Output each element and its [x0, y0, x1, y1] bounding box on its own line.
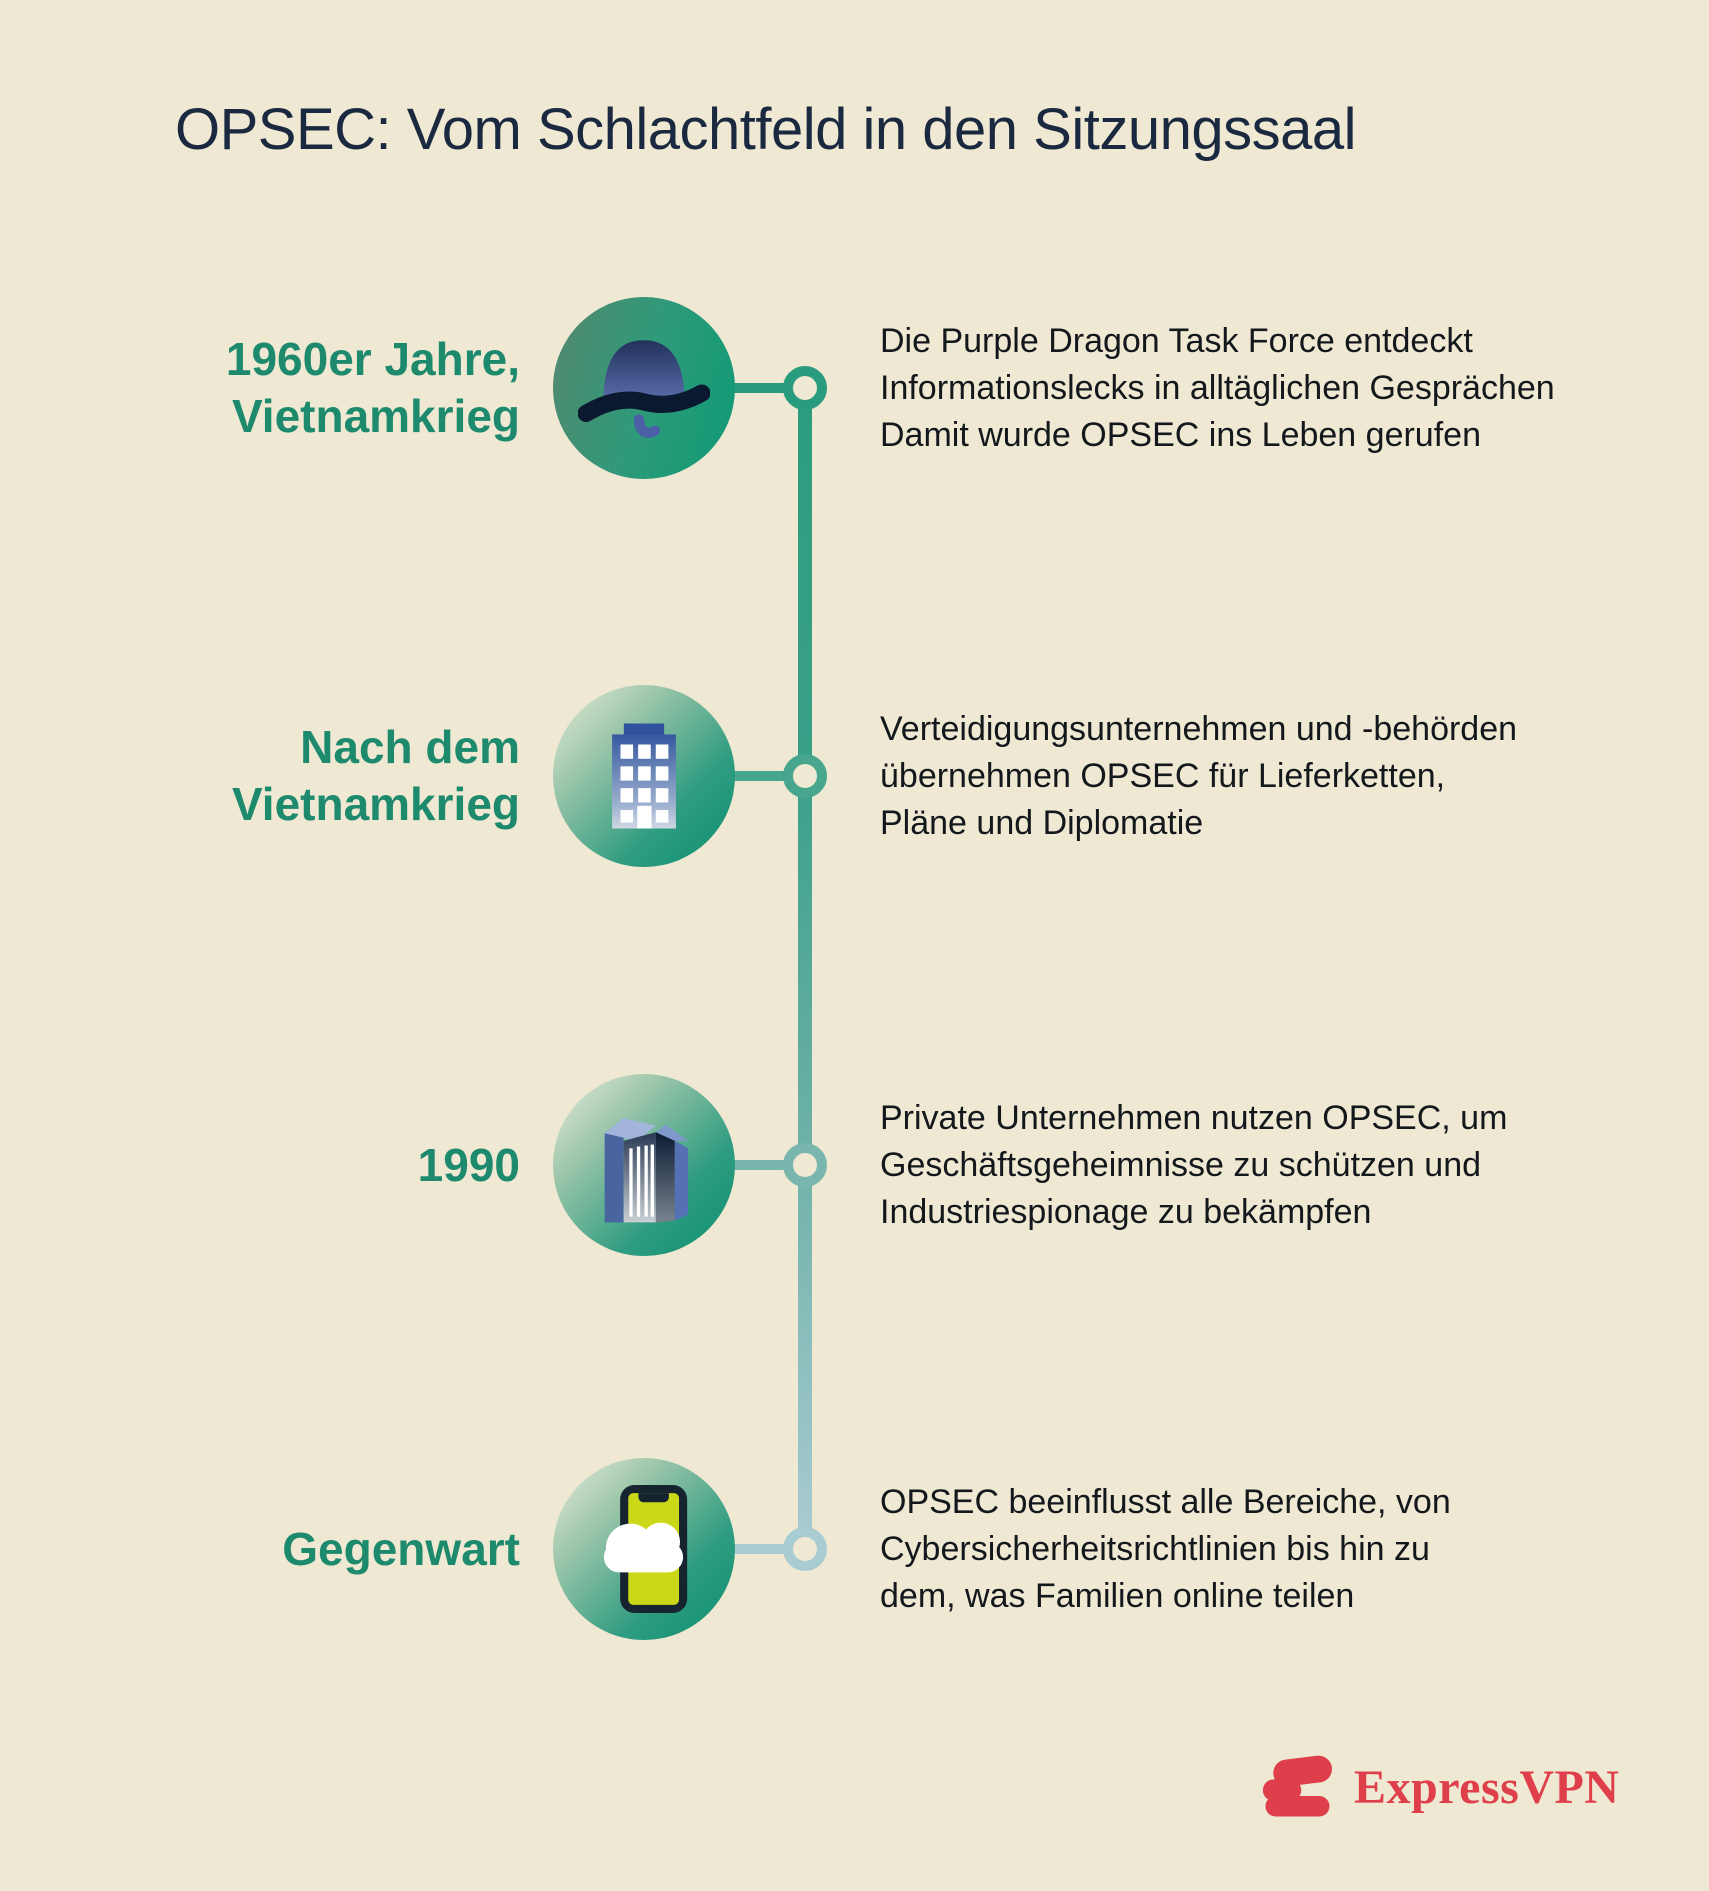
milestone-description: OPSEC beeinflusst alle Bereiche, von Cyb…: [880, 1482, 1451, 1615]
milestone-circle: [553, 297, 735, 479]
timeline-connector: [728, 1160, 788, 1170]
milestone-circle: [553, 1458, 735, 1640]
expressvpn-logo-mark: [1262, 1755, 1332, 1817]
timeline-node: [783, 1527, 827, 1571]
milestone-circle: [553, 1074, 735, 1256]
milestone-label: Nach dem Vietnamkrieg: [231, 721, 520, 830]
expressvpn-logo: ExpressVPN: [1260, 1752, 1619, 1822]
milestone-circle: [553, 685, 735, 867]
skyscraper-icon: [604, 1118, 689, 1223]
office-building-icon: [612, 723, 676, 829]
milestone-description: Private Unternehmen nutzen OPSEC, um Ges…: [880, 1098, 1508, 1231]
timeline-node: [783, 366, 827, 410]
timeline-connector: [728, 771, 788, 781]
timeline-node: [783, 1143, 827, 1187]
milestone-description: Verteidigungsunternehmen und -behörden ü…: [880, 709, 1518, 842]
page-title: OPSEC: Vom Schlachtfeld in den Sitzungss…: [175, 97, 1357, 162]
milestone-label: 1960er Jahre, Vietnamkrieg: [225, 333, 520, 442]
timeline-connector: [728, 1544, 788, 1554]
milestone-label: 1990: [417, 1138, 520, 1191]
expressvpn-wordmark: ExpressVPN: [1354, 1760, 1620, 1814]
milestone-label: Gegenwart: [282, 1522, 520, 1575]
timeline-connector: [728, 383, 788, 393]
milestone-description: Die Purple Dragon Task Force entdeckt In…: [880, 321, 1555, 454]
helmet-icon: [578, 340, 710, 438]
timeline-line: [798, 388, 812, 1549]
phone-cloud-icon: [603, 1485, 688, 1613]
timeline-node: [783, 754, 827, 798]
